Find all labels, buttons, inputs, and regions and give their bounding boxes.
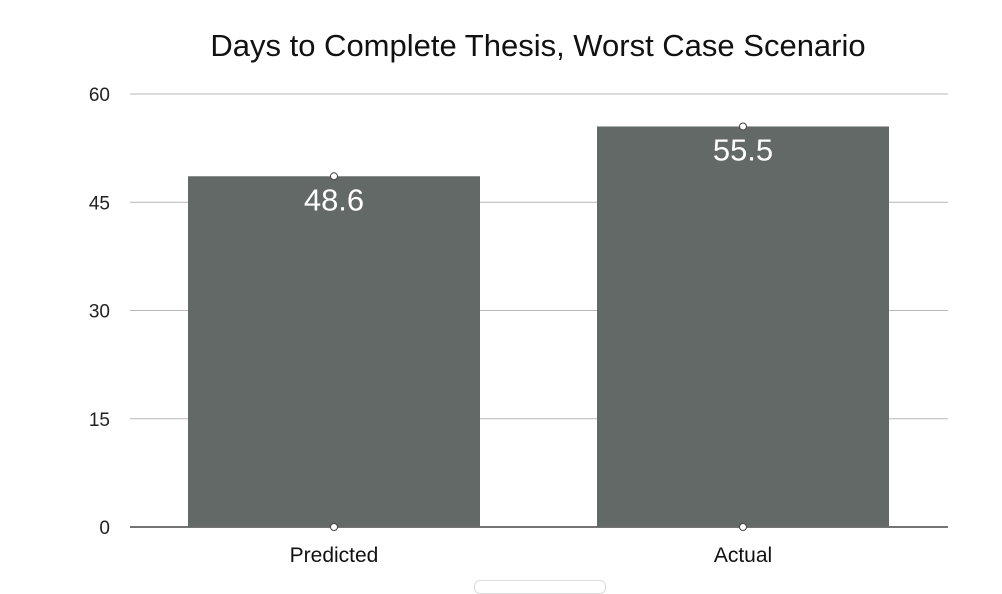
data-labels: 48.6 55.5 (304, 132, 773, 217)
bars (188, 126, 889, 527)
y-tick-label: 60 (89, 85, 110, 106)
x-category-label: Actual (714, 544, 772, 567)
selection-handles (330, 122, 747, 531)
x-axis-category-labels: Predicted Actual (290, 544, 773, 567)
bar-bottom-handle[interactable] (330, 523, 338, 531)
y-axis-tick-labels: 0 15 30 45 60 (89, 85, 110, 539)
x-category-label: Predicted (290, 544, 379, 567)
bar-top-handle[interactable] (739, 122, 747, 131)
data-label: 48.6 (304, 182, 364, 217)
y-tick-label: 15 (89, 410, 110, 431)
bottom-tab-handle[interactable] (474, 580, 606, 594)
y-tick-label: 0 (99, 518, 110, 539)
y-tick-label: 45 (89, 193, 110, 214)
bar[interactable] (597, 126, 889, 527)
bar-top-handle[interactable] (330, 172, 338, 181)
chart-title: Days to Complete Thesis, Worst Case Scen… (210, 28, 865, 63)
data-label: 55.5 (713, 132, 773, 167)
y-tick-label: 30 (89, 302, 110, 323)
bar-bottom-handle[interactable] (739, 523, 747, 531)
bar[interactable] (188, 176, 480, 527)
